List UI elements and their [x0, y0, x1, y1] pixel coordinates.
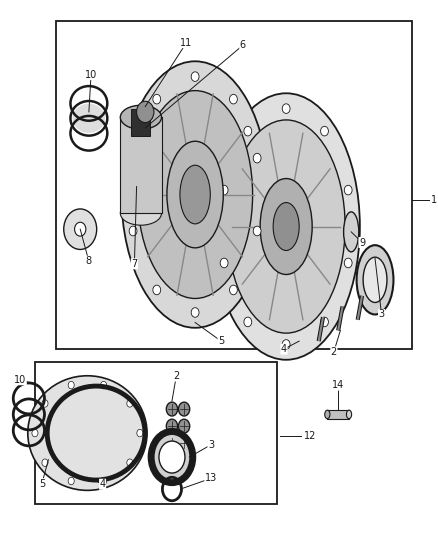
- Text: 13: 13: [205, 473, 217, 483]
- Text: 6: 6: [240, 41, 246, 50]
- Circle shape: [153, 94, 161, 104]
- Bar: [35, 362, 278, 504]
- Bar: [57, 21, 412, 349]
- Text: 12: 12: [304, 431, 316, 441]
- Ellipse shape: [121, 61, 269, 328]
- Circle shape: [191, 308, 199, 317]
- Circle shape: [64, 209, 97, 249]
- Circle shape: [101, 382, 107, 389]
- Text: 5: 5: [218, 336, 224, 346]
- Text: 11: 11: [180, 38, 193, 47]
- Circle shape: [230, 94, 237, 104]
- Bar: [327, 410, 349, 419]
- Circle shape: [129, 154, 137, 163]
- Text: 3: 3: [378, 310, 385, 319]
- Text: 4: 4: [281, 344, 287, 354]
- Circle shape: [191, 72, 199, 82]
- Text: 10: 10: [85, 70, 97, 79]
- Circle shape: [282, 104, 290, 114]
- Circle shape: [178, 402, 190, 416]
- Ellipse shape: [167, 141, 223, 248]
- Circle shape: [166, 402, 177, 416]
- Ellipse shape: [325, 410, 330, 419]
- Circle shape: [68, 382, 74, 389]
- Circle shape: [137, 101, 154, 123]
- Circle shape: [166, 419, 177, 433]
- Circle shape: [42, 459, 48, 466]
- Text: 7: 7: [131, 259, 138, 269]
- Ellipse shape: [227, 120, 345, 333]
- Bar: [120, 117, 162, 213]
- Circle shape: [151, 432, 193, 483]
- Ellipse shape: [120, 106, 162, 130]
- Text: 2: 2: [173, 371, 180, 381]
- Circle shape: [127, 400, 133, 407]
- Circle shape: [253, 226, 261, 236]
- Circle shape: [68, 477, 74, 484]
- Circle shape: [74, 222, 86, 236]
- Ellipse shape: [363, 257, 387, 303]
- Ellipse shape: [73, 103, 105, 133]
- Text: 4: 4: [99, 479, 106, 489]
- Circle shape: [101, 477, 107, 484]
- Circle shape: [282, 340, 290, 349]
- Ellipse shape: [138, 91, 253, 298]
- Ellipse shape: [346, 410, 352, 419]
- Circle shape: [344, 185, 352, 195]
- Circle shape: [159, 441, 185, 473]
- Circle shape: [127, 459, 133, 466]
- Ellipse shape: [343, 212, 359, 252]
- Ellipse shape: [120, 201, 162, 225]
- Text: 3: 3: [208, 440, 214, 450]
- Circle shape: [244, 317, 252, 327]
- Text: 8: 8: [86, 256, 92, 266]
- Circle shape: [178, 436, 190, 450]
- Text: 9: 9: [359, 238, 365, 247]
- Circle shape: [137, 430, 143, 437]
- Bar: [131, 109, 150, 136]
- Ellipse shape: [273, 203, 299, 251]
- Ellipse shape: [180, 165, 210, 224]
- Text: 10: 10: [14, 375, 26, 385]
- Circle shape: [344, 258, 352, 268]
- Circle shape: [178, 419, 190, 433]
- Circle shape: [220, 258, 228, 268]
- Ellipse shape: [260, 179, 312, 274]
- Circle shape: [42, 400, 48, 407]
- Circle shape: [253, 154, 261, 163]
- Circle shape: [321, 126, 328, 136]
- Circle shape: [244, 126, 252, 136]
- Ellipse shape: [357, 245, 393, 314]
- Ellipse shape: [28, 376, 147, 490]
- Text: 14: 14: [332, 380, 344, 390]
- Circle shape: [32, 430, 38, 437]
- Circle shape: [220, 185, 228, 195]
- Circle shape: [321, 317, 328, 327]
- Ellipse shape: [212, 93, 360, 360]
- Text: 2: 2: [331, 347, 337, 357]
- Circle shape: [153, 285, 161, 295]
- Circle shape: [230, 285, 237, 295]
- Text: 1: 1: [431, 195, 438, 205]
- Text: 5: 5: [39, 479, 45, 489]
- Circle shape: [166, 436, 177, 450]
- Circle shape: [129, 226, 137, 236]
